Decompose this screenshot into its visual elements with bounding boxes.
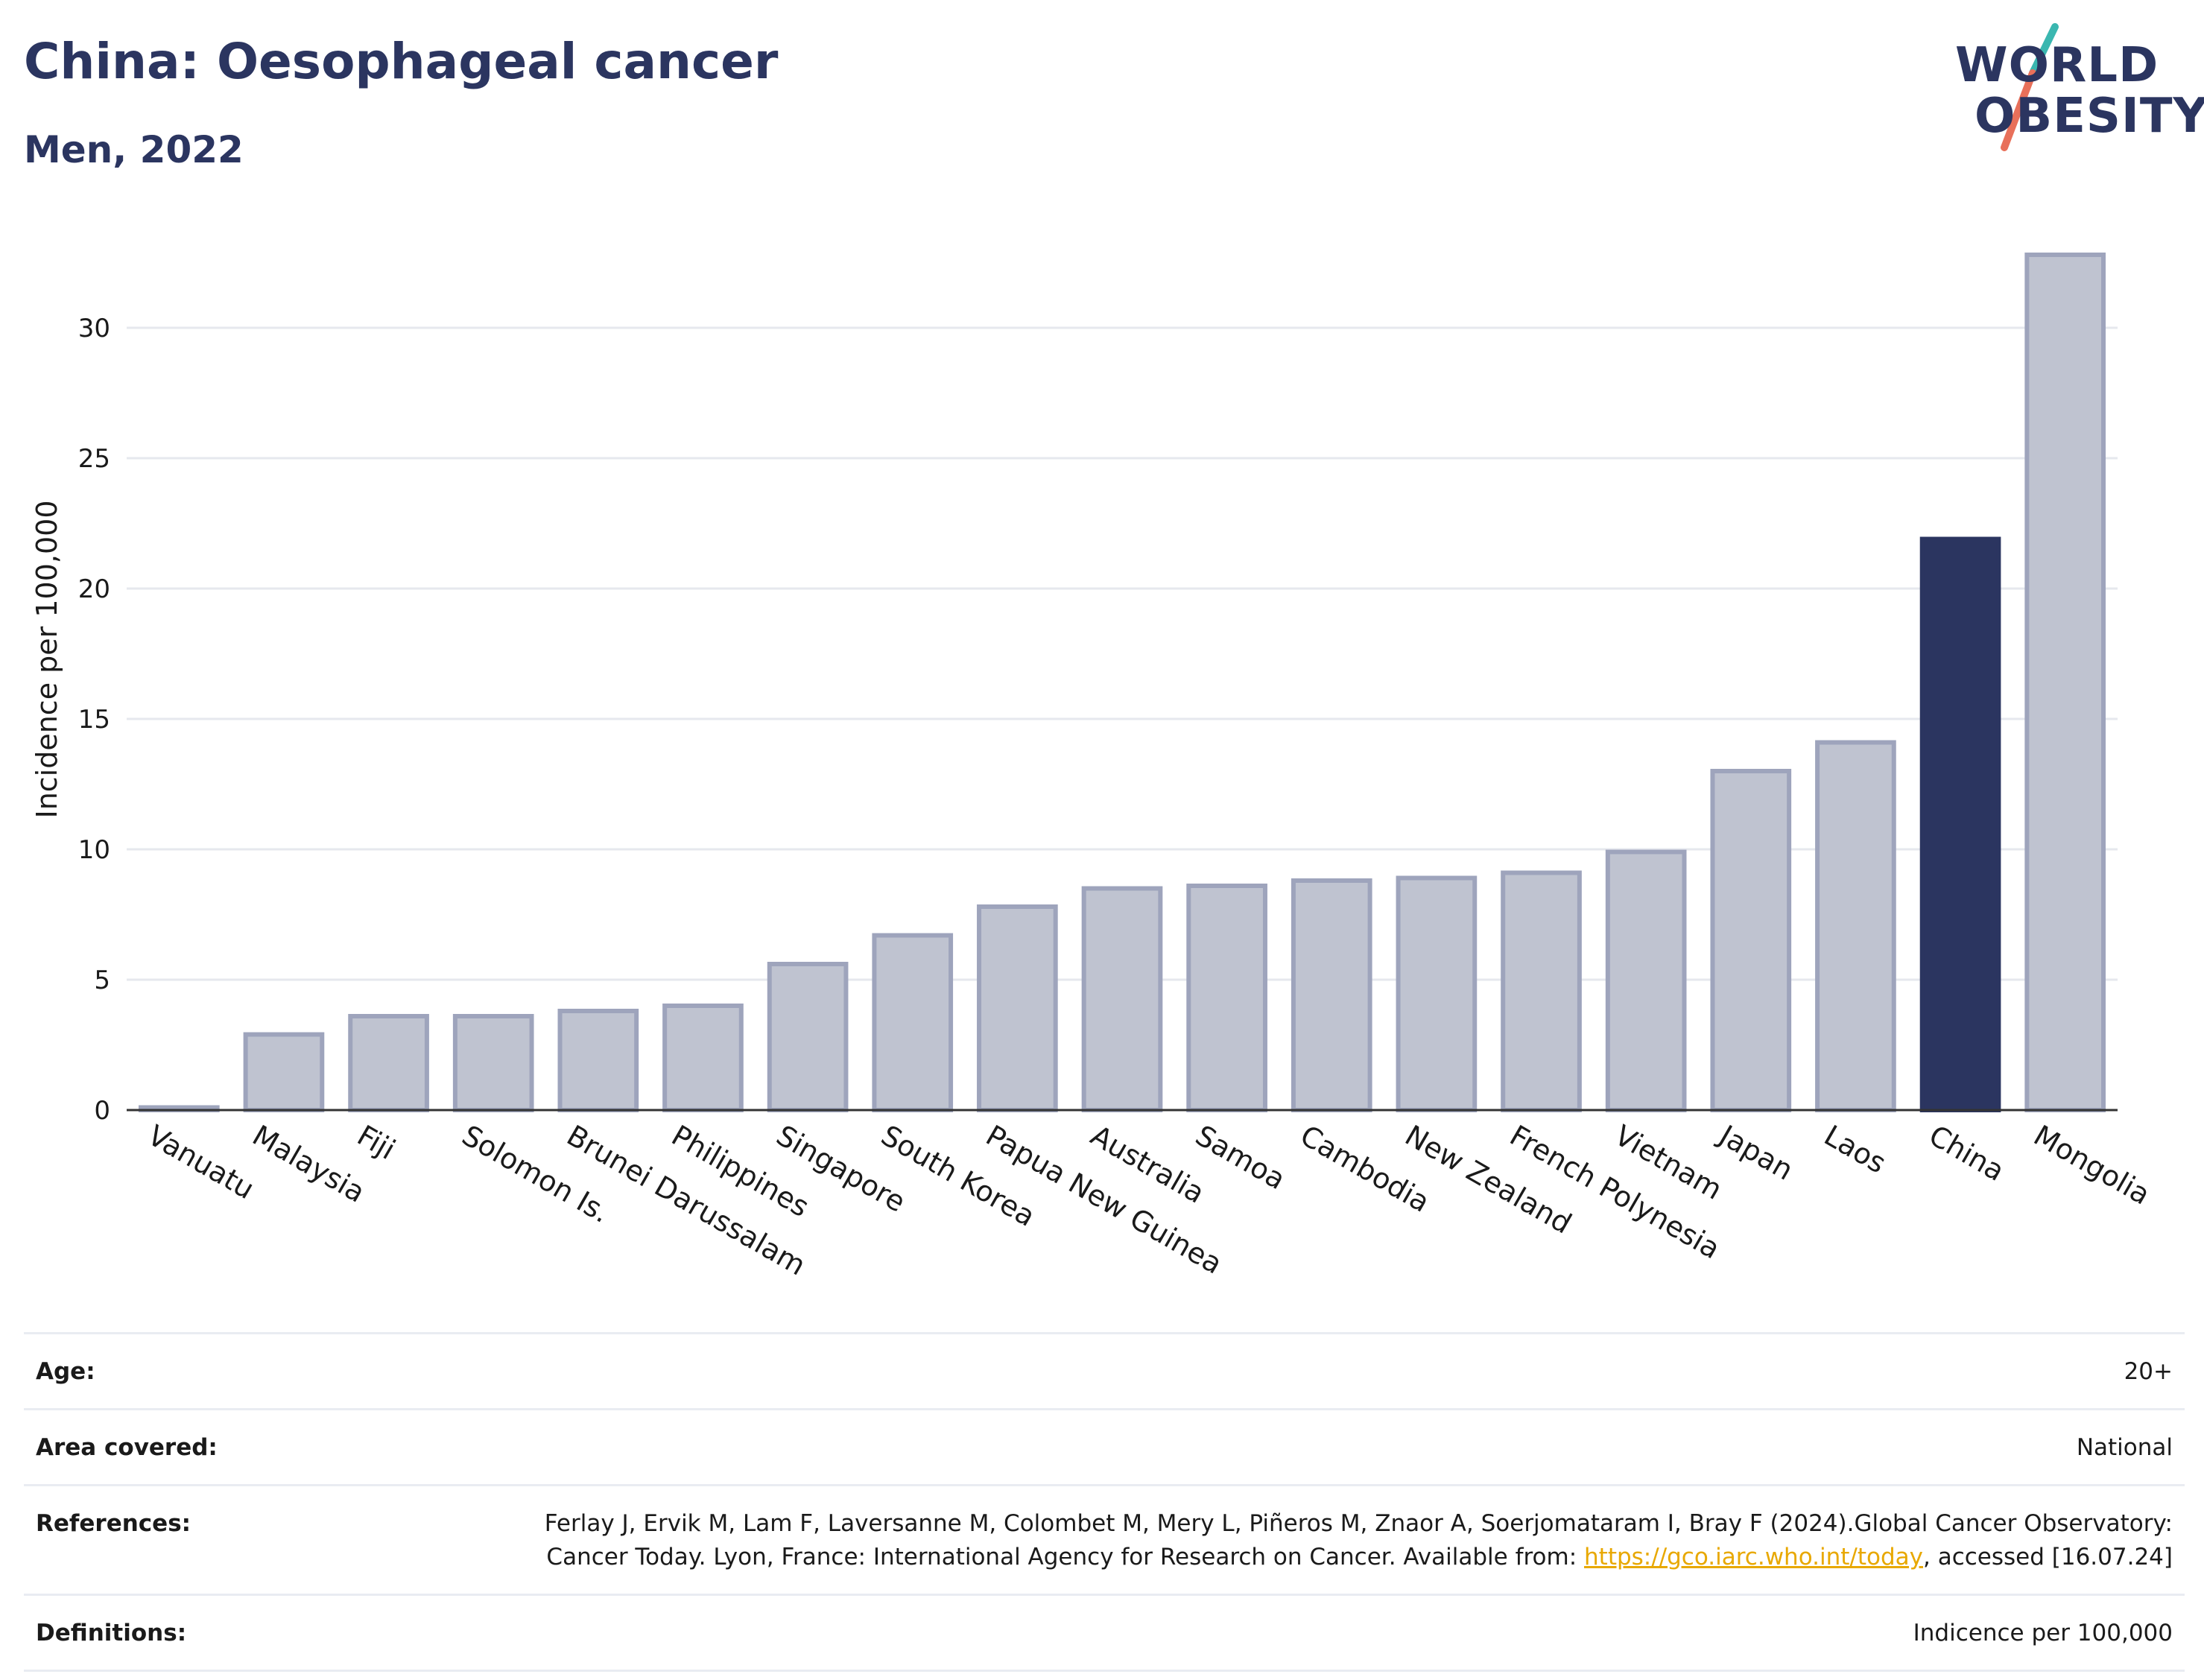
meta-value-area: National — [510, 1407, 2185, 1486]
x-tick-label: Mongolia — [2028, 1119, 2156, 1211]
bar-south-korea — [872, 933, 954, 1112]
y-axis-label: Incidence per 100,000 — [31, 500, 63, 818]
bars — [127, 253, 2118, 1112]
x-tick-label: Vanuatu — [142, 1119, 260, 1205]
bar-japan — [1710, 769, 1792, 1112]
meta-value-age: 20+ — [510, 1332, 2185, 1410]
bar-brunei-darussalam — [557, 1009, 639, 1112]
meta-label-area: Area covered: — [24, 1407, 510, 1486]
metadata-table: Age: 20+ Area covered: National Referenc… — [24, 1332, 2185, 1672]
meta-label-definitions: Definitions: — [24, 1593, 510, 1672]
bar-laos — [1815, 740, 1896, 1112]
y-tick-label: 10 — [78, 835, 110, 865]
bar-solomon-is — [452, 1014, 534, 1112]
y-tick-label: 20 — [78, 574, 110, 604]
meta-row-definitions: Definitions: Indicence per 100,000 — [24, 1593, 2185, 1672]
x-tick-label: Malaysia — [247, 1119, 370, 1209]
bar-papua-new-guinea — [977, 904, 1058, 1112]
y-tick-label: 5 — [94, 966, 110, 995]
logo-slash-icon — [2001, 23, 2059, 151]
x-tick-label: China — [1924, 1119, 2010, 1188]
world-obesity-logo: WORLD OBESITY — [1945, 21, 2204, 162]
bar-singapore — [767, 962, 849, 1112]
chart-subtitle: Men, 2022 — [24, 128, 244, 171]
bar-samoa — [1186, 884, 1267, 1112]
y-tick-label: 15 — [78, 705, 110, 735]
logo-text-obesity: OBESITY — [1975, 89, 2204, 144]
x-tick-label: Laos — [1819, 1119, 1892, 1180]
y-tick-labels: 0 5 10 15 20 25 30 — [78, 314, 110, 1126]
y-tick-label: 30 — [78, 314, 110, 343]
bar-australia — [1081, 886, 1163, 1112]
x-tick-label: Fiji — [352, 1119, 401, 1166]
meta-row-area: Area covered: National — [24, 1407, 2185, 1486]
bar-cambodia — [1291, 878, 1372, 1112]
meta-value-references: Ferlay J, Ervik M, Lam F, Laversanne M, … — [510, 1483, 2185, 1595]
reference-text: Ferlay J, Ervik M, Lam F, Laversanne M, … — [544, 1509, 2173, 1570]
bar-malaysia — [243, 1032, 325, 1112]
bar-vietnam — [1605, 849, 1687, 1112]
logo-text-world: WORLD — [1955, 38, 2159, 93]
bar-philippines — [662, 1004, 744, 1112]
y-tick-label: 25 — [78, 444, 110, 474]
meta-label-age: Age: — [24, 1332, 510, 1410]
bar-china — [1919, 536, 2001, 1112]
meta-label-references: References: — [24, 1483, 510, 1595]
bar-new-zealand — [1396, 875, 1478, 1112]
meta-row-references: References: Ferlay J, Ervik M, Lam F, La… — [24, 1483, 2185, 1595]
chart-title: China: Oesophageal cancer — [24, 33, 779, 90]
bar-mongolia — [2024, 253, 2106, 1112]
reference-accessed: , accessed [16.07.24] — [1922, 1543, 2173, 1570]
meta-value-definitions: Indicence per 100,000 — [510, 1593, 2185, 1672]
bar-french-polynesia — [1501, 870, 1582, 1112]
reference-link[interactable]: https://gco.iarc.who.int/today — [1584, 1543, 1923, 1570]
bar-fiji — [348, 1014, 429, 1112]
y-tick-label: 0 — [94, 1096, 110, 1126]
meta-row-age: Age: 20+ — [24, 1332, 2185, 1410]
